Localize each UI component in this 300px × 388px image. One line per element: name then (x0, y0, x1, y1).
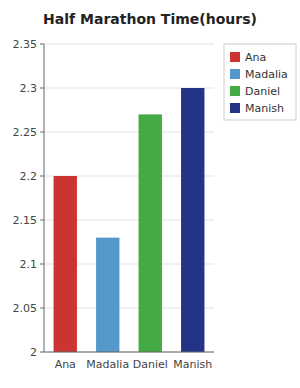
legend-swatch (230, 103, 240, 113)
x-tick-label: Manish (173, 358, 212, 371)
grid-line (44, 352, 214, 353)
grid-line (44, 44, 214, 45)
y-tick (40, 220, 44, 221)
y-tick-label: 2.25 (13, 126, 38, 139)
y-tick (40, 88, 44, 89)
chart-title: Half Marathon Time(hours) (43, 11, 257, 27)
y-axis: 2 2.05 2.1 2.15 2.2 2.25 2.3 2.35 (13, 38, 45, 359)
y-tick (40, 308, 44, 309)
legend: Ana Madalia Daniel Manish (224, 44, 296, 120)
page: {"chart_data": {"type": "bar", "title": … (0, 0, 300, 388)
legend-swatch (230, 69, 240, 79)
legend-box (224, 44, 296, 120)
grid (44, 44, 214, 352)
y-tick (40, 176, 44, 177)
bar (181, 88, 204, 352)
x-tick-label: Daniel (133, 358, 168, 371)
y-tick-label: 2 (30, 346, 37, 359)
bar (54, 176, 77, 352)
x-axis: Ana Madalia Daniel Manish (55, 358, 213, 371)
bar (96, 238, 119, 352)
y-tick-label: 2.05 (13, 302, 38, 315)
y-tick-label: 2.3 (20, 82, 38, 95)
y-tick (40, 132, 44, 133)
y-tick (40, 352, 44, 353)
x-tick-label: Ana (55, 358, 76, 371)
chart-container: Half Marathon Time(hours) 2 2.05 2.1 2.15 2.2… (0, 0, 300, 388)
chart-svg: Half Marathon Time(hours) 2 2.05 2.1 2.15 2.2… (0, 0, 300, 388)
x-tick-label: Madalia (86, 358, 129, 371)
legend-swatch (230, 52, 240, 62)
legend-label: Manish (245, 102, 284, 115)
legend-label: Ana (245, 51, 266, 64)
legend-label: Madalia (245, 68, 288, 81)
y-tick-label: 2.35 (13, 38, 38, 51)
y-tick (40, 44, 44, 45)
y-tick (40, 264, 44, 265)
y-tick-label: 2.2 (20, 170, 38, 183)
bar (139, 114, 162, 352)
y-tick-label: 2.1 (20, 258, 38, 271)
x-axis-line (44, 352, 214, 353)
legend-label: Daniel (245, 85, 280, 98)
bars (54, 88, 205, 352)
y-tick-label: 2.15 (13, 214, 38, 227)
y-axis-line (44, 44, 45, 352)
legend-swatch (230, 86, 240, 96)
